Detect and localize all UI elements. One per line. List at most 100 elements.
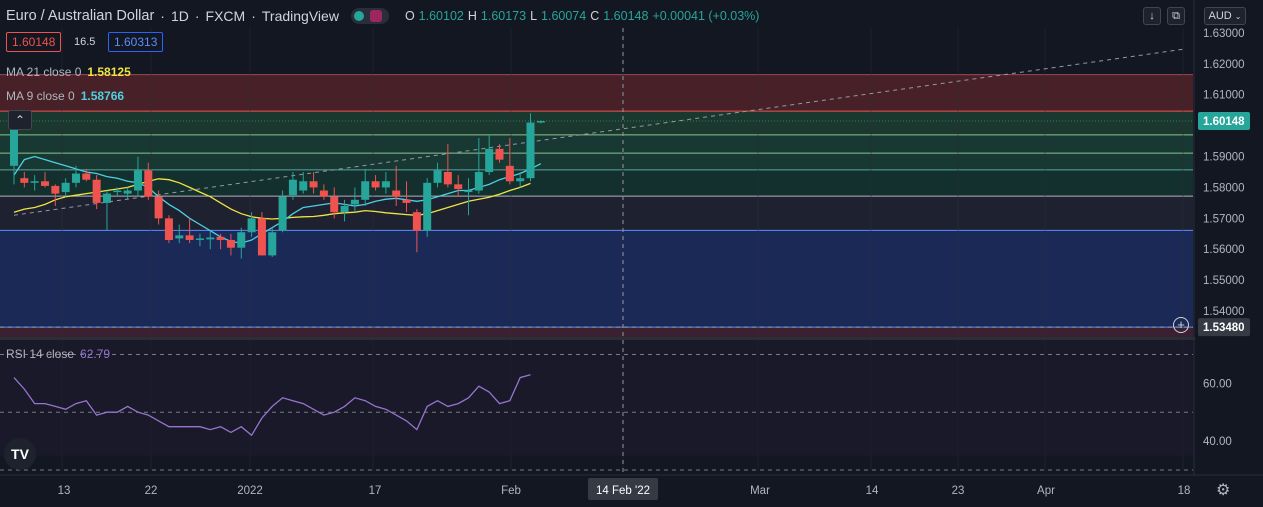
candle <box>485 134 494 176</box>
rsi-layer <box>0 340 1193 471</box>
price-tick-label: 1.55000 <box>1203 275 1245 287</box>
candle <box>92 175 101 210</box>
candle-body <box>51 185 60 194</box>
gear-icon[interactable]: ⚙ <box>1216 482 1231 499</box>
candle-body <box>309 181 318 188</box>
crosshair-price-label: 1.53480 <box>1203 322 1245 334</box>
ohlc-readout: O 1.60102 H 1.60173 L 1.60074 C 1.60148 +0.0… <box>405 9 760 23</box>
price-tick-label: 1.62000 <box>1203 59 1245 71</box>
candle-body <box>92 179 101 203</box>
sell-price-button[interactable]: 1.60148 <box>6 32 62 52</box>
candle <box>381 171 390 194</box>
trendline-layer <box>13 48 1185 216</box>
pane-separator <box>0 337 1263 340</box>
candle <box>102 190 111 231</box>
candle <box>516 171 525 188</box>
rsi-line <box>13 374 531 437</box>
time-tick-label: 14 <box>866 485 879 497</box>
symbol-name[interactable]: Euro / Australian Dollar <box>6 8 155 24</box>
time-tick-label: 22 <box>145 485 158 497</box>
rsi-value: 62.79 <box>80 347 111 361</box>
candle-body <box>350 199 359 205</box>
candle-body <box>30 181 39 183</box>
candle-body <box>102 193 111 203</box>
candle <box>82 168 91 182</box>
change-value: +0.00041 (+0.03%) <box>652 9 760 23</box>
arrow-down-icon[interactable]: ↓ <box>1143 7 1161 25</box>
rsi-band <box>0 340 1193 456</box>
market-open-icon <box>353 11 364 21</box>
candle <box>51 184 60 206</box>
collapse-legend-button[interactable]: ⌃ <box>8 110 32 130</box>
low-value: 1.60074 <box>541 9 587 23</box>
crosshair-layer: 14 Feb '22 <box>0 28 1193 500</box>
candle-body <box>392 190 401 197</box>
candle <box>371 175 380 191</box>
candle <box>392 165 401 206</box>
candle-body <box>516 178 525 182</box>
zone-support <box>0 230 1193 328</box>
candle-body <box>257 218 266 256</box>
candle-body <box>82 173 91 180</box>
candle-body <box>154 196 163 219</box>
zones-layer <box>0 74 1193 339</box>
candle <box>247 212 256 237</box>
candle <box>433 162 442 188</box>
high-label: H <box>467 9 477 23</box>
candle <box>340 199 349 222</box>
candle <box>309 171 318 194</box>
add-level-icon[interactable]: + <box>1173 317 1189 333</box>
zone-neutral <box>0 196 1193 231</box>
currency-selector[interactable]: AUD ⌄ <box>1204 7 1246 25</box>
rsi-tick-label: 40.00 <box>1203 436 1232 448</box>
candle-body <box>495 148 504 160</box>
candle-body <box>361 181 370 200</box>
rsi-tick-label: 60.00 <box>1203 378 1232 390</box>
time-tick-label: 13 <box>58 485 71 497</box>
candle <box>175 224 184 244</box>
candle-body <box>443 171 452 185</box>
restore-icon[interactable]: ⧉ <box>1167 7 1185 25</box>
candle <box>288 171 297 200</box>
candle-body <box>40 181 49 186</box>
candle <box>299 171 308 194</box>
crosshair-price-tag <box>1198 318 1250 337</box>
last-price-label: 1.60148 <box>1203 116 1245 128</box>
interval-label[interactable]: 1D <box>170 8 189 24</box>
market-status-toggle[interactable] <box>350 8 389 24</box>
ma9-label: MA 9 close 0 <box>6 89 75 103</box>
chart-top-buttons: ↓ ⧉ <box>1143 7 1185 25</box>
price-tick-label: 1.56000 <box>1203 244 1245 256</box>
ma9-legend[interactable]: MA 9 close 0 1.58766 <box>6 89 124 103</box>
candle <box>350 187 359 213</box>
candle <box>185 218 194 244</box>
candle-body <box>371 181 380 188</box>
rsi-legend[interactable]: RSI 14 close 62.79 <box>6 347 110 361</box>
spread-value: 16.5 <box>74 36 96 48</box>
ma21-legend[interactable]: MA 21 close 0 1.58125 <box>6 65 131 79</box>
candle-body <box>381 181 390 188</box>
candle-body <box>454 184 463 189</box>
candle-body <box>474 171 483 191</box>
currency-label: AUD <box>1208 10 1232 22</box>
candle <box>61 178 70 197</box>
rsi-label: RSI 14 close <box>6 347 75 361</box>
zone-bottom-band <box>0 327 1193 339</box>
candle-body <box>175 235 184 239</box>
high-value: 1.60173 <box>480 9 527 23</box>
candle-body <box>433 170 442 183</box>
candle-body <box>113 190 122 193</box>
price-tick-label: 1.61000 <box>1203 90 1245 102</box>
buy-price-button[interactable]: 1.60313 <box>108 32 164 52</box>
candle-body <box>526 122 535 179</box>
candle-body <box>485 148 494 172</box>
candle <box>113 187 122 197</box>
source-label: TradingView <box>261 8 339 24</box>
candle-body <box>226 239 235 248</box>
ma21-value: 1.58125 <box>87 65 131 79</box>
candle-body <box>268 232 277 256</box>
tradingview-logo[interactable]: TV <box>4 438 36 470</box>
candle-body <box>195 238 204 240</box>
candle <box>330 187 339 219</box>
